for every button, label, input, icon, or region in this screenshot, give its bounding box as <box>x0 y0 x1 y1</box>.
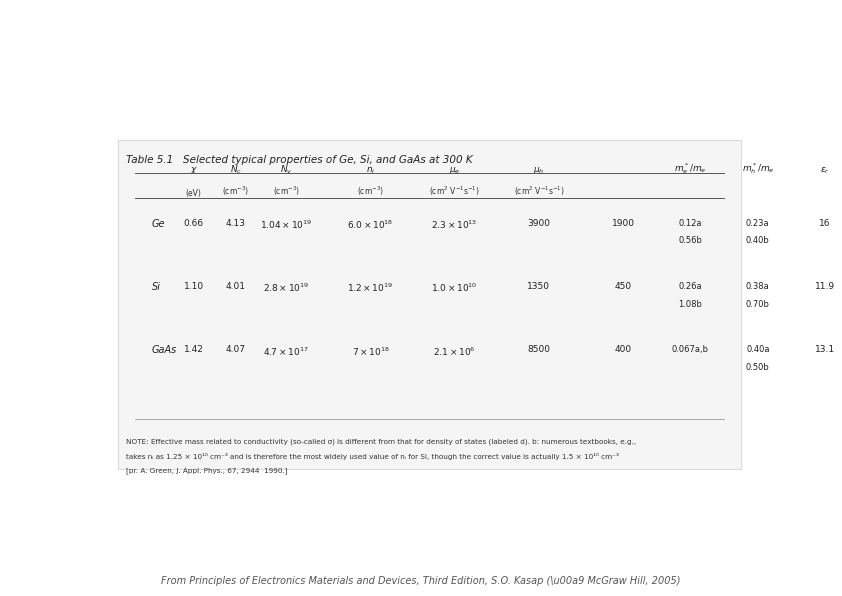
Text: 4.07: 4.07 <box>226 345 246 354</box>
Text: 11.9: 11.9 <box>815 282 835 291</box>
Text: takes nᵢ as 1.25 × 10¹⁰ cm⁻³ and is therefore the most widely used value of nᵢ f: takes nᵢ as 1.25 × 10¹⁰ cm⁻³ and is ther… <box>126 453 619 460</box>
Text: $1.0 \times 10^{10}$: $1.0 \times 10^{10}$ <box>431 282 478 294</box>
Text: 1900: 1900 <box>611 219 635 228</box>
Text: 0.40b: 0.40b <box>746 237 770 246</box>
Text: [pr. A. Green, J. Appl. Phys., 67, 2944  1990.]: [pr. A. Green, J. Appl. Phys., 67, 2944 … <box>126 467 288 474</box>
Text: $7 \times 10^{18}$: $7 \times 10^{18}$ <box>352 345 389 358</box>
Text: 1.08b: 1.08b <box>679 300 702 309</box>
Text: (cm$^2$ V$^{-1}$s$^{-1}$): (cm$^2$ V$^{-1}$s$^{-1}$) <box>514 185 564 198</box>
Text: $1.04 \times 10^{19}$: $1.04 \times 10^{19}$ <box>260 219 312 231</box>
Text: GaAs: GaAs <box>152 345 177 355</box>
Text: (cm$^2$ V$^{-1}$s$^{-1}$): (cm$^2$ V$^{-1}$s$^{-1}$) <box>429 185 480 198</box>
Text: 0.50b: 0.50b <box>746 363 770 372</box>
Text: $\mu_e$: $\mu_e$ <box>449 164 461 175</box>
Text: $m_e^*/m_e$: $m_e^*/m_e$ <box>674 161 706 175</box>
Text: $1.2 \times 10^{19}$: $1.2 \times 10^{19}$ <box>348 282 393 294</box>
Text: NOTE: Effective mass related to conductivity (so-called σ) is different from tha: NOTE: Effective mass related to conducti… <box>126 439 637 445</box>
Text: 4.01: 4.01 <box>226 282 246 291</box>
Text: $\chi$: $\chi$ <box>189 164 198 175</box>
Text: 4.13: 4.13 <box>226 219 246 228</box>
Text: $\mu_h$: $\mu_h$ <box>533 164 545 175</box>
Text: Ge: Ge <box>152 219 165 229</box>
Text: 0.38a: 0.38a <box>746 282 770 291</box>
Text: 1.42: 1.42 <box>184 345 204 354</box>
Text: 1.10: 1.10 <box>184 282 204 291</box>
Text: $m_h^*/m_e$: $m_h^*/m_e$ <box>742 160 774 175</box>
Text: (cm$^{-3}$): (cm$^{-3}$) <box>222 185 249 198</box>
Text: Table 5.1   Selected typical properties of Ge, Si, and GaAs at 300 K: Table 5.1 Selected typical properties of… <box>126 156 473 165</box>
Text: $4.7 \times 10^{17}$: $4.7 \times 10^{17}$ <box>264 345 309 358</box>
Text: $2.8 \times 10^{19}$: $2.8 \times 10^{19}$ <box>264 282 309 294</box>
Text: 0.70b: 0.70b <box>746 300 770 309</box>
Text: 8500: 8500 <box>527 345 551 354</box>
Text: 0.12a: 0.12a <box>679 219 702 228</box>
Text: 0.66: 0.66 <box>184 219 204 228</box>
Text: 3900: 3900 <box>527 219 551 228</box>
Text: $2.3 \times 10^{13}$: $2.3 \times 10^{13}$ <box>431 219 478 231</box>
Text: 400: 400 <box>615 345 632 354</box>
Text: $N_v$: $N_v$ <box>280 163 292 175</box>
Text: $n_i$: $n_i$ <box>365 165 376 175</box>
Text: 0.26a: 0.26a <box>679 282 702 291</box>
Text: 13.1: 13.1 <box>815 345 835 354</box>
Text: From Principles of Electronics Materials and Devices, Third Edition, S.O. Kasap : From Principles of Electronics Materials… <box>162 576 680 586</box>
Text: 0.40a: 0.40a <box>746 345 770 354</box>
Text: 0.56b: 0.56b <box>679 237 702 246</box>
Text: Electron and Hole Conduction: Electron and Hole Conduction <box>25 35 535 64</box>
Text: $6.0 \times 10^{18}$: $6.0 \times 10^{18}$ <box>347 219 394 231</box>
Text: 0.23a: 0.23a <box>746 219 770 228</box>
Text: 450: 450 <box>615 282 632 291</box>
Text: 16: 16 <box>819 219 831 228</box>
Text: (cm$^{-3}$): (cm$^{-3}$) <box>357 185 384 198</box>
Text: 0.067a,b: 0.067a,b <box>672 345 709 354</box>
Text: $N_c$: $N_c$ <box>230 163 242 175</box>
FancyBboxPatch shape <box>118 140 741 470</box>
Text: $\varepsilon_r$: $\varepsilon_r$ <box>820 165 830 175</box>
Text: (eV): (eV) <box>186 190 201 198</box>
Text: Si: Si <box>152 282 161 292</box>
Text: $2.1 \times 10^{6}$: $2.1 \times 10^{6}$ <box>434 345 476 358</box>
Text: 1350: 1350 <box>527 282 551 291</box>
Text: (cm$^{-3}$): (cm$^{-3}$) <box>273 185 300 198</box>
